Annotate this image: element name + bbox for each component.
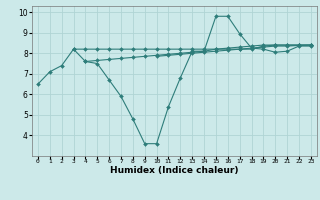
X-axis label: Humidex (Indice chaleur): Humidex (Indice chaleur) — [110, 166, 239, 175]
